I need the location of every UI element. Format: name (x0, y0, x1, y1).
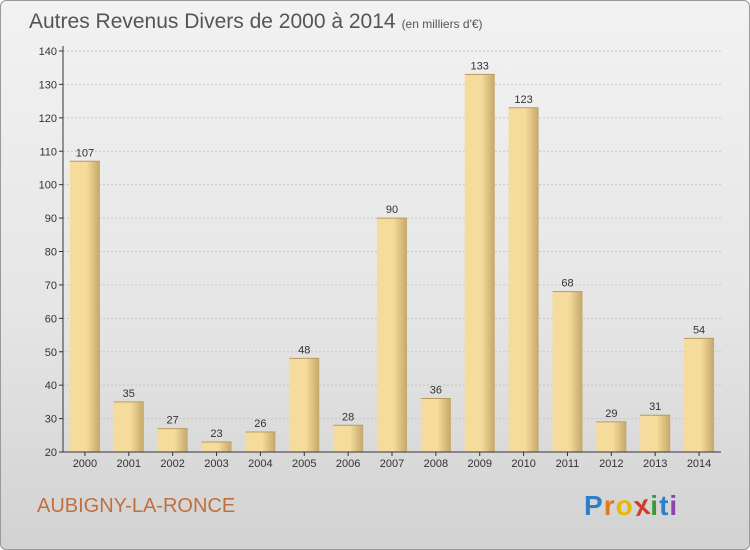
y-tick-label: 30 (45, 414, 57, 426)
y-tick-label: 110 (39, 146, 57, 158)
y-tick-label: 20 (45, 447, 57, 459)
x-tick-label: 2011 (556, 458, 580, 470)
logo-letter: i (669, 490, 679, 521)
y-tick-label: 80 (45, 247, 57, 259)
x-tick-label: 2006 (336, 458, 360, 470)
y-tick-label: 90 (45, 213, 57, 225)
y-tick-label: 140 (39, 46, 57, 58)
x-tick-label: 2014 (687, 458, 711, 470)
bar (113, 401, 144, 452)
x-tick-label: 2013 (643, 458, 667, 470)
bar (508, 107, 539, 452)
axes (59, 46, 721, 456)
x-tick-label: 2007 (380, 458, 404, 470)
data-label: 54 (693, 324, 705, 336)
x-tick-label: 2012 (599, 458, 623, 470)
data-label: 23 (210, 428, 222, 440)
x-tick-label: 2008 (424, 458, 448, 470)
x-tick-label: 2009 (467, 458, 491, 470)
bar (333, 425, 364, 452)
data-label: 107 (76, 147, 94, 159)
x-tick-label: 2005 (292, 458, 316, 470)
chart-title: Autres Revenus Divers de 2000 à 2014 (en … (29, 10, 483, 34)
bar (377, 218, 407, 452)
data-label: 68 (561, 278, 573, 290)
x-tick-label: 2010 (511, 458, 535, 470)
unit-label: (en milliers d'€) (401, 17, 483, 31)
bar (552, 291, 583, 452)
x-tick-label: 2000 (73, 458, 97, 470)
bar (464, 74, 495, 453)
data-label: 27 (167, 415, 179, 427)
y-tick-label: 60 (45, 313, 57, 325)
logo-letter: P (584, 490, 604, 521)
logo-letter: r (603, 490, 616, 521)
y-tick-label: 70 (45, 280, 57, 292)
x-tick-label: 2001 (117, 458, 141, 470)
y-tick-label: 40 (45, 380, 57, 392)
data-label: 123 (514, 94, 532, 106)
bars (69, 73, 715, 453)
data-label: 28 (342, 411, 354, 423)
x-tick-label: 2003 (204, 458, 228, 470)
data-label: 48 (298, 344, 310, 356)
labels: 20 30 40 50 60 70 80 90 100 110 120 130 140 107 2000 35… (39, 46, 712, 470)
bar (596, 421, 627, 452)
logo-letter: t (659, 490, 670, 521)
data-label: 36 (430, 385, 442, 397)
y-tick-label: 100 (39, 180, 57, 192)
title-text: Autres Revenus Divers de 2000 à 2014 (29, 10, 396, 33)
commune-name: AUBIGNY-LA-RONCE (37, 495, 236, 517)
logo-letter: o (615, 490, 634, 521)
logo-letter: i (650, 490, 660, 521)
bar (245, 431, 276, 452)
y-tick-label: 130 (39, 79, 57, 91)
data-label: 133 (471, 60, 489, 72)
x-tick-label: 2004 (248, 458, 272, 470)
bar (289, 358, 320, 452)
data-label: 35 (123, 388, 135, 400)
y-tick-label: 120 (39, 113, 57, 125)
y-tick-label: 50 (45, 347, 57, 359)
data-label: 31 (649, 401, 661, 413)
bar (684, 338, 715, 452)
grid-lines (63, 50, 721, 453)
data-label: 90 (386, 204, 398, 216)
proxiti-logo: Proxiti (584, 489, 679, 522)
bar (640, 415, 671, 452)
bar (201, 441, 232, 452)
data-label: 26 (254, 418, 266, 430)
bar (420, 398, 451, 452)
x-tick-label: 2002 (160, 458, 184, 470)
bar (69, 161, 100, 452)
data-label: 29 (605, 408, 617, 420)
bar (157, 428, 188, 452)
